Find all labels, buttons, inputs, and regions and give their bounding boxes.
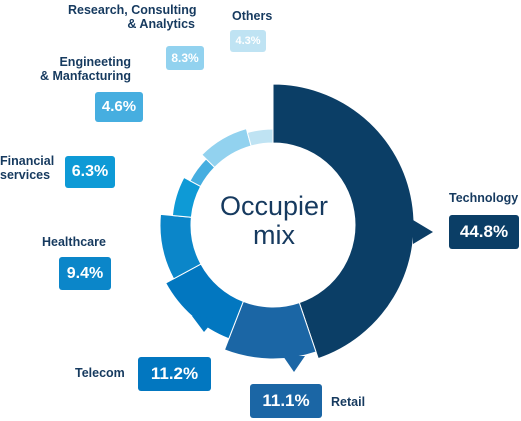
slice-technology	[272, 83, 415, 360]
label-telecom: Telecom	[75, 366, 125, 380]
badge-healthcare: 9.4%	[59, 257, 111, 290]
slice-others	[246, 128, 274, 147]
badge-retail: 11.1%	[250, 384, 322, 418]
center-title: Occupier mix	[219, 191, 329, 250]
badge-technology: 44.8%	[449, 215, 519, 249]
label-others: Others	[232, 9, 273, 23]
badge-telecom: 11.2%	[138, 357, 211, 391]
pointer-technology	[413, 220, 433, 244]
label-technology: Technology	[449, 191, 519, 205]
label-research-consulting: Research, Consulting & Analytics	[68, 3, 197, 31]
badge-financial-services: 6.3%	[65, 156, 115, 188]
label-retail: Retail	[331, 395, 366, 409]
badge-research-consulting: 8.3%	[166, 46, 204, 70]
badge-others: 4.3%	[230, 30, 266, 52]
pointer-telecom	[192, 316, 216, 332]
label-healthcare: Healthcare	[42, 235, 106, 249]
label-engineering-manufacturing: Engineeting & Manfacturing	[40, 55, 131, 83]
pointer-retail	[283, 356, 305, 372]
slice-research-consulting	[201, 128, 252, 169]
label-financial-services: Financial services	[0, 154, 55, 182]
badge-engineering-manufacturing: 4.6%	[95, 92, 143, 122]
